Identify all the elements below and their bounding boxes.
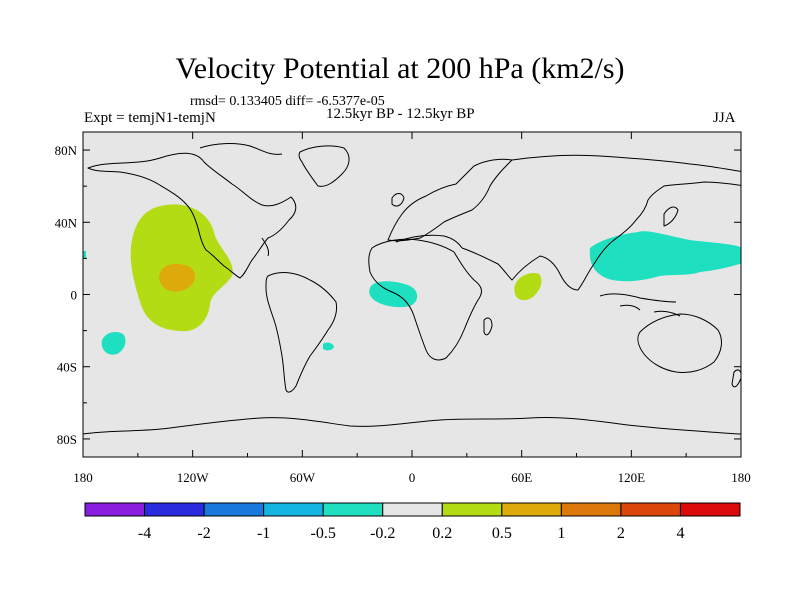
coast-north-america bbox=[87, 152, 297, 279]
coast-greenland bbox=[298, 145, 350, 187]
colorbar-label: 0.2 bbox=[432, 525, 452, 542]
lon-tick-label: 120E bbox=[618, 470, 646, 485]
anomaly-east-pacific-core bbox=[159, 263, 196, 292]
anomaly-west-edge-sliver bbox=[83, 251, 86, 259]
lon-tick-label: 60E bbox=[511, 470, 532, 485]
colorbar-swatch bbox=[203, 502, 265, 517]
colorbar-label: -1 bbox=[257, 525, 270, 542]
anomaly-south-atlantic-negative bbox=[323, 342, 334, 351]
coast-arabia-india bbox=[461, 247, 595, 291]
coast-se-asia-islands bbox=[599, 293, 681, 317]
coast-australia bbox=[637, 313, 722, 373]
coast-florida bbox=[261, 237, 269, 257]
colorbar: -4 -2 -1 -0.5 -0.2 0.2 0.5 1 2 4 bbox=[84, 502, 741, 542]
colorbar-label: 1 bbox=[557, 525, 565, 542]
colorbar-swatch bbox=[620, 502, 681, 517]
anomaly-south-pacific-negative bbox=[101, 332, 126, 355]
season-label: JJA bbox=[713, 110, 736, 126]
experiment-label: Expt = temjN1-temjN bbox=[84, 110, 216, 126]
coast-british-isles bbox=[391, 193, 405, 207]
colorbar-swatch bbox=[501, 502, 562, 517]
lon-tick-label: 180 bbox=[73, 470, 93, 485]
coast-mediterranean bbox=[395, 234, 463, 249]
coast-japan bbox=[663, 206, 679, 227]
lon-tick-label: 120W bbox=[177, 470, 210, 485]
coast-africa bbox=[368, 238, 482, 361]
colorbar-label: 4 bbox=[676, 525, 684, 542]
colorbar-swatch bbox=[322, 502, 384, 517]
lat-tick-label: 40S bbox=[57, 360, 77, 375]
coast-south-america bbox=[265, 272, 337, 393]
colorbar-swatch bbox=[382, 502, 443, 517]
colorbar-label: 2 bbox=[617, 525, 625, 542]
coast-madagascar bbox=[483, 317, 493, 336]
coast-asia bbox=[511, 154, 741, 265]
lon-tick-label: 180 bbox=[731, 470, 751, 485]
lat-tick-label: 80N bbox=[55, 143, 78, 158]
lat-tick-label: 80S bbox=[57, 432, 77, 447]
latitude-axis: 80N 40N 0 40S 80S bbox=[55, 143, 741, 447]
coast-antarctica bbox=[83, 416, 741, 435]
plot-title: Velocity Potential at 200 hPa (km2/s) bbox=[175, 52, 625, 85]
coast-arctic-islands bbox=[199, 143, 283, 155]
coastlines bbox=[83, 143, 741, 435]
lon-tick-label: 0 bbox=[409, 470, 416, 485]
colorbar-swatch bbox=[263, 502, 324, 517]
colorbar-label: -0.5 bbox=[311, 525, 336, 542]
stats-line: rmsd= 0.133405 diff= -6.5377e-05 bbox=[190, 94, 385, 109]
anomaly-arabian-sea-positive bbox=[514, 273, 542, 301]
colorbar-swatch bbox=[679, 502, 741, 517]
colorbar-label: -4 bbox=[138, 525, 151, 542]
colorbar-label: -2 bbox=[197, 525, 210, 542]
colorbar-swatch bbox=[144, 502, 205, 517]
lon-tick-label: 60W bbox=[290, 470, 316, 485]
lat-tick-label: 0 bbox=[71, 288, 78, 303]
colorbar-swatch bbox=[441, 502, 503, 517]
anomaly-west-pacific-negative bbox=[589, 231, 741, 282]
colorbar-label: -0.2 bbox=[370, 525, 395, 542]
colorbar-swatch bbox=[84, 502, 146, 517]
lat-tick-label: 40N bbox=[55, 215, 78, 230]
anomaly-shading bbox=[83, 204, 741, 355]
coast-europe bbox=[387, 158, 513, 242]
period-label: 12.5kyr BP - 12.5kyr BP bbox=[326, 106, 475, 122]
longitude-axis: 180 120W 60W 0 60E 120E 180 bbox=[73, 132, 751, 485]
colorbar-swatch bbox=[560, 502, 622, 517]
colorbar-label: 0.5 bbox=[492, 525, 512, 542]
